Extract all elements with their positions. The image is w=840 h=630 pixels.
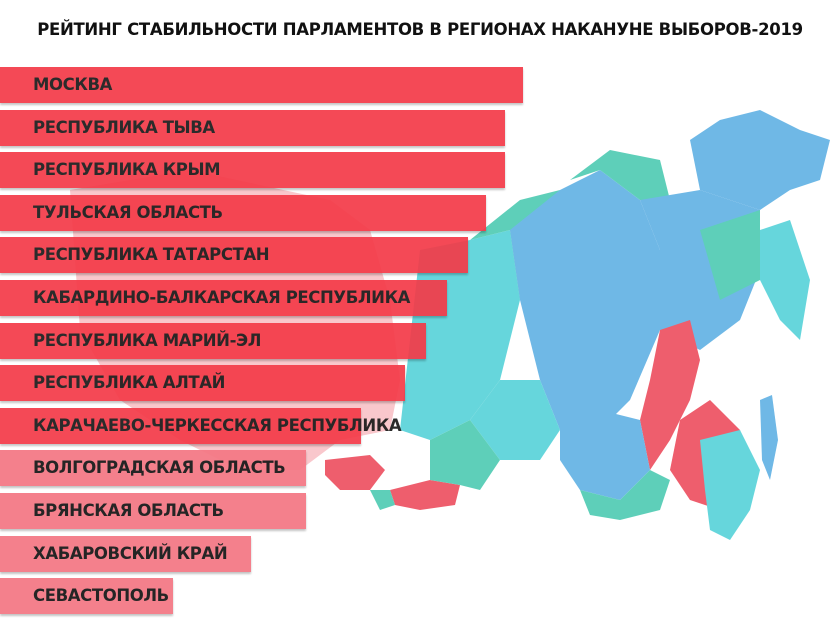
bar-10: ВОЛГОГРАДСКАЯ ОБЛАСТЬ [0, 450, 306, 487]
bar-8: РЕСПУБЛИКА АЛТАЙ [0, 365, 406, 402]
map-region-kamchatka [760, 220, 810, 340]
map-region-khakassia [370, 490, 395, 510]
bar-13: СЕВАСТОПОЛЬ [0, 578, 173, 615]
bar-12: ХАБАРОВСКИЙ КРАЙ [0, 535, 252, 572]
bar-1: МОСКВА [0, 67, 523, 103]
bar-label: РЕСПУБЛИКА АЛТАЙ [33, 373, 226, 393]
bar-label: КАБАРДИНО-БАЛКАРСКАЯ РЕСПУБЛИКА [33, 288, 411, 307]
bar-label: СЕВАСТОПОЛЬ [33, 586, 169, 606]
bar-label: РЕСПУБЛИКА ТЫВА [33, 117, 215, 137]
map-region-altai [325, 455, 385, 490]
bar-label: ТУЛЬСКАЯ ОБЛАСТЬ [33, 202, 223, 222]
bar-6: КАБАРДИНО-БАЛКАРСКАЯ РЕСПУБЛИКА [0, 280, 448, 316]
bar-11: БРЯНСКАЯ ОБЛАСТЬ [0, 493, 306, 529]
bar-4: ТУЛЬСКАЯ ОБЛАСТЬ [0, 194, 487, 231]
chart-title: РЕЙТИНГ СТАБИЛЬНОСТИ ПАРЛАМЕНТОВ В РЕГИО… [37, 20, 803, 39]
map-region-khabarovsk [640, 320, 700, 470]
map-region-tomsk [470, 380, 560, 460]
map-region-buryatia [580, 470, 670, 520]
bar-label: МОСКВА [33, 75, 112, 94]
bar-2: РЕСПУБЛИКА ТЫВА [0, 109, 505, 146]
map-region-south-siberia [430, 420, 500, 490]
bar-5: РЕСПУБЛИКА ТАТАРСТАН [0, 237, 469, 274]
bar-3: РЕСПУБЛИКА КРЫМ [0, 152, 505, 189]
bar-label: КАРАЧАЕВО-ЧЕРКЕССКАЯ РЕСПУБЛИКА [33, 415, 402, 435]
bar-label: ХАБАРОВСКИЙ КРАЙ [33, 543, 228, 563]
map-region-taimyr [570, 150, 670, 200]
map-region-magadan [700, 210, 760, 300]
bar-label: РЕСПУБЛИКА ТАТАРСТАН [33, 245, 270, 265]
map-region-primorye [700, 430, 760, 540]
map-region-tuva [390, 480, 460, 510]
bar-7: РЕСПУБЛИКА МАРИЙ-ЭЛ [0, 322, 427, 359]
map-region-chukotka [690, 110, 830, 210]
bar-label: РЕСПУБЛИКА КРЫМ [33, 160, 221, 180]
map-region-krasnoyarsk [510, 170, 660, 440]
map-region-sakhalin [760, 395, 778, 480]
map-region-irkutsk [560, 410, 650, 500]
bar-label: ВОЛГОГРАДСКАЯ ОБЛАСТЬ [33, 458, 286, 478]
bar-label: РЕСПУБЛИКА МАРИЙ-ЭЛ [33, 330, 262, 350]
bar-label: БРЯНСКАЯ ОБЛАСТЬ [33, 501, 224, 520]
bar-9: КАРАЧАЕВО-ЧЕРКЕССКАЯ РЕСПУБЛИКА [0, 407, 402, 444]
